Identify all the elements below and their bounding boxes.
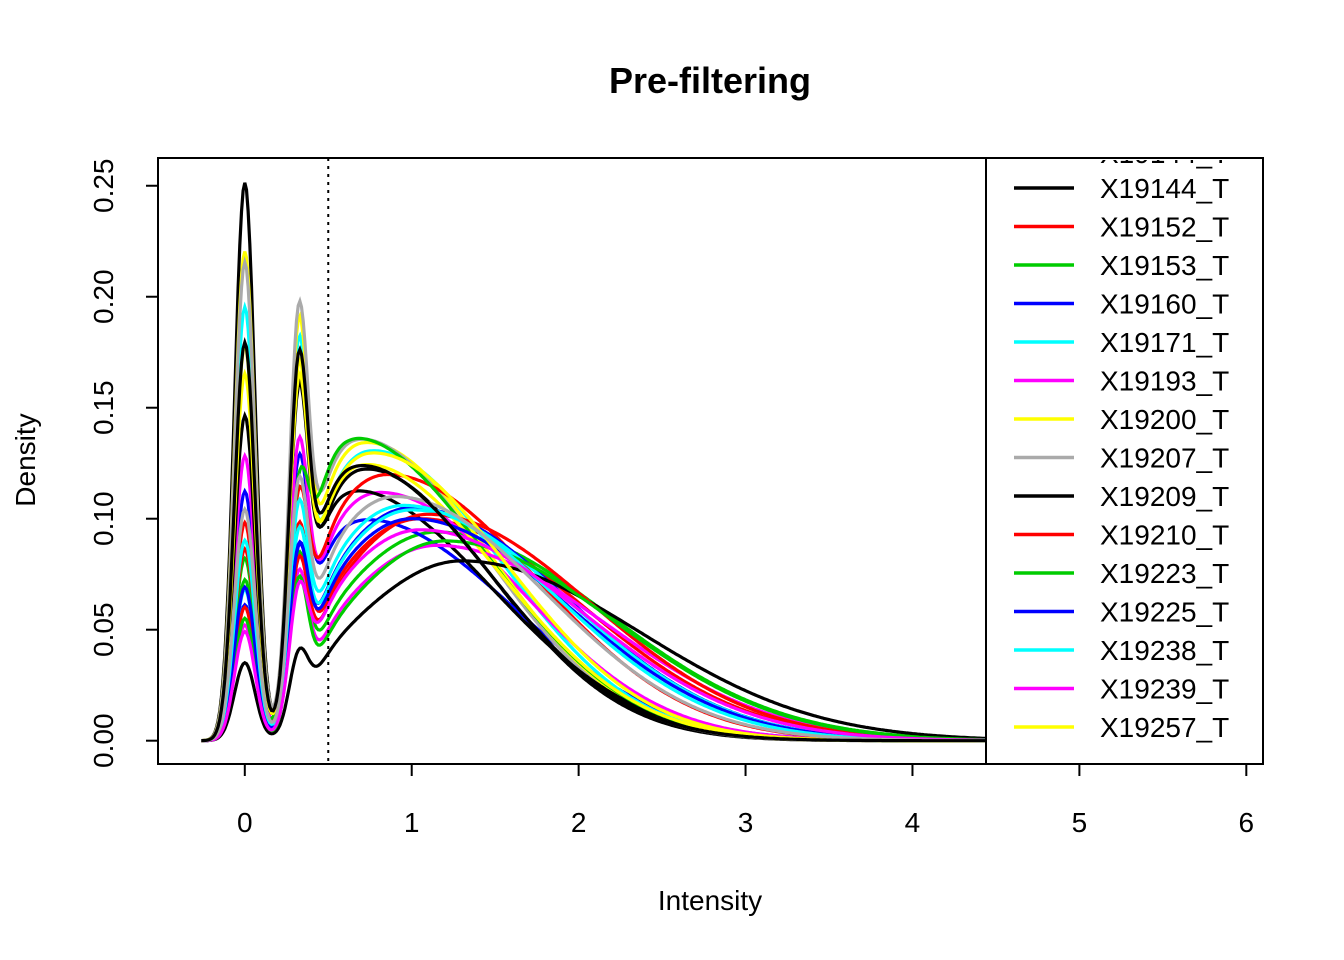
chart-title: Pre-filtering: [609, 60, 811, 101]
series-line-20: [201, 496, 1013, 743]
legend-label: X19209_T: [1100, 481, 1229, 512]
x-axis: 0 1 2 3 4 5 6: [237, 764, 1254, 838]
legend-label: X19238_T: [1100, 635, 1229, 666]
series-line-21: [201, 528, 1013, 743]
legend-label: X19153_T: [1100, 250, 1229, 281]
x-axis-label: Intensity: [658, 885, 762, 916]
y-tick-label: 0.15: [88, 380, 119, 435]
legend-label: X19171_T: [1100, 327, 1229, 358]
legend-label: X19239_T: [1100, 674, 1229, 705]
legend-label: X19207_T: [1100, 443, 1229, 474]
legend-label: X19160_T: [1100, 289, 1229, 320]
legend-label: X19152_T: [1100, 212, 1229, 243]
legend-label-partial: X19144_T: [1100, 138, 1229, 169]
x-tick-label: 0: [237, 807, 253, 838]
x-tick-label: 3: [738, 807, 754, 838]
legend: X19144_T X19144_T X19152_T X19153_T X19160_T…: [1014, 138, 1229, 743]
y-tick-label: 0.20: [88, 269, 119, 324]
legend-label: X19144_T: [1100, 173, 1229, 204]
legend-label: X19200_T: [1100, 404, 1229, 435]
legend-label: X19210_T: [1100, 520, 1229, 551]
y-axis: 0.00 0.05 0.10 0.15 0.20 0.25: [88, 158, 158, 768]
series-line-24: [201, 336, 1013, 743]
x-tick-label: 6: [1239, 807, 1255, 838]
series-line-7: [201, 251, 1013, 743]
x-tick-label: 4: [905, 807, 921, 838]
series-line-18: [201, 539, 1013, 743]
series-line-1: [201, 182, 1013, 743]
plot-frame: [157, 157, 1264, 765]
legend-label: X19193_T: [1100, 366, 1229, 397]
y-tick-label: 0.00: [88, 713, 119, 768]
y-tick-label: 0.10: [88, 491, 119, 546]
y-axis-label: Density: [10, 413, 41, 506]
y-tick-label: 0.25: [88, 158, 119, 213]
y-tick-label: 0.05: [88, 602, 119, 657]
series-line-16: [201, 559, 1013, 743]
x-tick-label: 1: [404, 807, 420, 838]
legend-box: [985, 157, 1264, 765]
legend-label: X19225_T: [1100, 597, 1229, 628]
x-tick-label: 2: [571, 807, 587, 838]
legend-label: X19223_T: [1100, 558, 1229, 589]
x-tick-label: 5: [1072, 807, 1088, 838]
series-layer: [201, 182, 1013, 743]
legend-label: X19257_T: [1100, 712, 1229, 743]
